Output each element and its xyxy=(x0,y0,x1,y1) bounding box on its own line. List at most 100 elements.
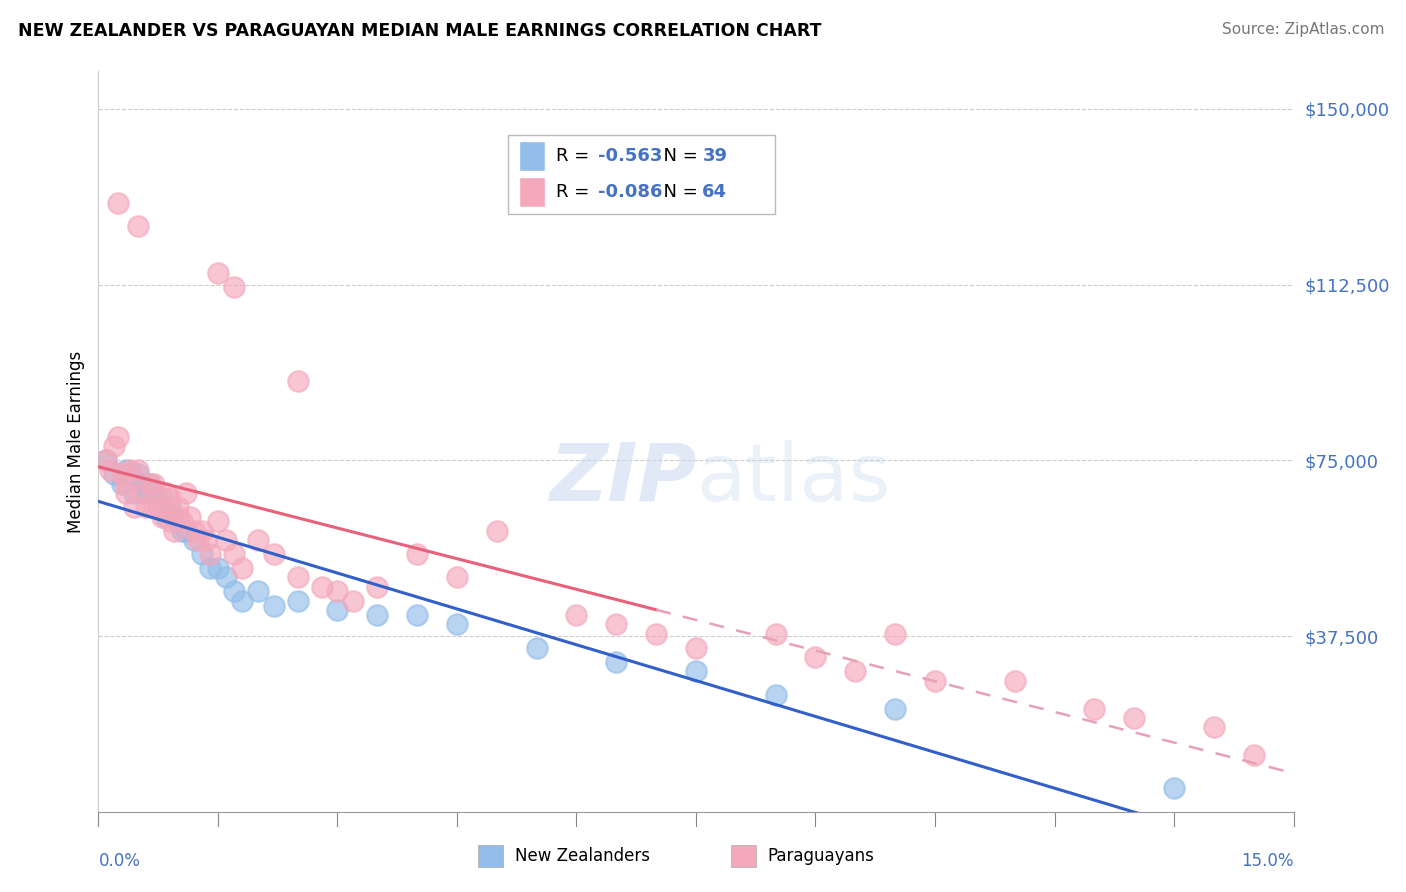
Point xyxy=(1004,673,1026,688)
Point xyxy=(103,467,125,482)
Point xyxy=(207,561,229,575)
Point xyxy=(246,533,269,547)
Point xyxy=(287,594,309,608)
Point xyxy=(163,509,186,524)
Point xyxy=(446,570,468,584)
Text: NEW ZEALANDER VS PARAGUAYAN MEDIAN MALE EARNINGS CORRELATION CHART: NEW ZEALANDER VS PARAGUAYAN MEDIAN MALE … xyxy=(18,22,821,40)
Point xyxy=(1243,748,1265,763)
Text: N =: N = xyxy=(652,147,703,165)
Text: N =: N = xyxy=(652,183,703,202)
Point xyxy=(765,688,787,702)
Point xyxy=(174,524,197,538)
Point xyxy=(685,640,707,655)
Text: 64: 64 xyxy=(703,183,727,202)
Point xyxy=(406,607,429,622)
Point xyxy=(366,607,388,622)
Point xyxy=(183,524,205,538)
Point xyxy=(1202,720,1225,734)
Point xyxy=(263,547,285,561)
Point xyxy=(222,280,245,294)
Point xyxy=(187,533,209,547)
Point xyxy=(222,547,245,561)
Point xyxy=(120,467,142,482)
Point xyxy=(111,467,134,482)
Point xyxy=(924,673,946,688)
Point xyxy=(446,617,468,632)
Text: R =: R = xyxy=(557,147,595,165)
Point xyxy=(195,533,218,547)
Point xyxy=(135,486,157,500)
Point xyxy=(167,500,190,515)
Point xyxy=(366,580,388,594)
Point xyxy=(98,463,122,477)
Point xyxy=(150,491,173,505)
Text: Paraguayans: Paraguayans xyxy=(768,847,875,865)
Point xyxy=(127,463,149,477)
Point xyxy=(231,561,253,575)
Text: New Zealanders: New Zealanders xyxy=(515,847,650,865)
Point xyxy=(311,580,333,594)
Point xyxy=(526,640,548,655)
Point xyxy=(167,514,190,528)
Point xyxy=(191,547,214,561)
Point xyxy=(159,491,181,505)
Point xyxy=(287,374,309,388)
Point xyxy=(844,664,866,678)
Point xyxy=(115,476,138,491)
Point xyxy=(804,650,827,665)
Point xyxy=(131,486,153,500)
Point xyxy=(1123,711,1146,725)
Point xyxy=(139,476,162,491)
Text: -0.563: -0.563 xyxy=(599,147,662,165)
Point xyxy=(215,570,238,584)
Point xyxy=(884,701,907,715)
Point xyxy=(124,500,146,515)
Text: 15.0%: 15.0% xyxy=(1241,853,1294,871)
Point xyxy=(326,603,349,617)
Point xyxy=(326,584,349,599)
Point xyxy=(107,195,129,210)
Point xyxy=(884,626,907,640)
Point xyxy=(198,561,221,575)
Point xyxy=(174,486,197,500)
Point xyxy=(263,599,285,613)
Point xyxy=(135,500,157,515)
Point xyxy=(198,547,221,561)
Point xyxy=(115,463,138,477)
Text: -0.086: -0.086 xyxy=(599,183,662,202)
Point xyxy=(172,524,194,538)
Point xyxy=(222,584,245,599)
Text: Source: ZipAtlas.com: Source: ZipAtlas.com xyxy=(1222,22,1385,37)
Point xyxy=(139,476,162,491)
Point xyxy=(183,533,205,547)
Point xyxy=(155,509,177,524)
Point xyxy=(127,219,149,233)
Point xyxy=(159,500,181,515)
Point xyxy=(287,570,309,584)
Point xyxy=(107,430,129,444)
Point xyxy=(406,547,429,561)
Point xyxy=(131,476,153,491)
Point xyxy=(155,486,177,500)
Point xyxy=(645,626,668,640)
Point xyxy=(167,509,190,524)
Point xyxy=(765,626,787,640)
Point xyxy=(120,463,142,477)
Point xyxy=(231,594,253,608)
Point xyxy=(159,514,181,528)
Point xyxy=(115,486,138,500)
Point xyxy=(685,664,707,678)
Point xyxy=(96,453,118,467)
Point xyxy=(565,607,588,622)
Point xyxy=(605,655,627,669)
Y-axis label: Median Male Earnings: Median Male Earnings xyxy=(66,351,84,533)
Point xyxy=(246,584,269,599)
Point xyxy=(163,524,186,538)
Point xyxy=(124,486,146,500)
Text: atlas: atlas xyxy=(696,440,890,517)
Point xyxy=(179,509,201,524)
Point xyxy=(1083,701,1105,715)
Point xyxy=(215,533,238,547)
Text: R =: R = xyxy=(557,183,595,202)
Text: 0.0%: 0.0% xyxy=(98,853,141,871)
